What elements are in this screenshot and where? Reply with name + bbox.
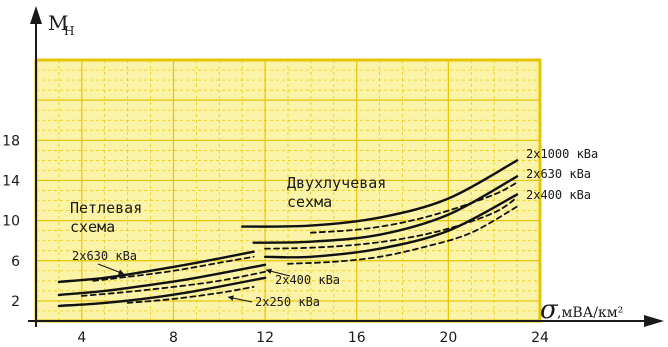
series-lines [57, 159, 519, 308]
x-axis-unit: ,мВА/км² [557, 305, 623, 321]
group-label-line: сехма [287, 193, 332, 211]
group-label-line: схема [70, 218, 115, 236]
y-tick-label: 2 [11, 294, 20, 310]
y-tick-label: 6 [11, 254, 20, 270]
group-label-line: Двухлучевая [287, 174, 386, 192]
tick-labels: 4 8 12 16 20 24 2 6 10 14 18 [2, 133, 549, 346]
solid-series-line-8 [252, 175, 519, 244]
dashed-series-line-1 [92, 255, 255, 282]
solid-series-line-2 [57, 263, 267, 297]
x-tick-label: 20 [439, 330, 457, 346]
x-tick-label: 8 [169, 330, 178, 346]
x-tick-label: 12 [256, 330, 274, 346]
x-axis-symbol: σ [540, 295, 559, 325]
dashed-series-line-11 [287, 205, 518, 265]
y-tick-label: 18 [2, 133, 20, 149]
x-tick-label: 16 [348, 330, 366, 346]
dashed-series-line-9 [264, 196, 518, 250]
series-label: 2х250 кВа [255, 295, 320, 309]
axes [28, 6, 664, 327]
series-label: 2х630 кВа [526, 167, 591, 181]
x-tick-label: 4 [77, 330, 86, 346]
x-axis-arrow [644, 315, 664, 327]
y-axis-label-subscript: Н [64, 24, 74, 38]
solid-series-line-4 [57, 276, 267, 308]
x-tick-label: 24 [531, 330, 549, 346]
label-pointer-arrow [228, 295, 234, 301]
dashed-series-line-7 [310, 181, 518, 234]
solid-series-line-10 [263, 193, 519, 259]
solid-series-line-6 [241, 159, 519, 228]
series-label: 2х1000 кВа [526, 147, 598, 161]
series-label: 2х400 кВа [275, 273, 340, 287]
dashed-series-line-5 [126, 286, 255, 304]
y-axis-label: M [48, 11, 68, 35]
label-pointer-arrow [118, 269, 124, 275]
dashed-series-line-3 [80, 270, 266, 297]
series-label: 2х630 кВа [72, 249, 137, 263]
label-pointer-arrow [266, 268, 272, 274]
group-label-line: Петлевая [70, 199, 142, 217]
solid-series-line-0 [57, 250, 255, 284]
series-label: 2х400 кВа [526, 188, 591, 202]
series-labels: 2х630 кВа 2х400 кВа 2х250 кВа 2х1000 кВа 2х6… [72, 147, 598, 309]
y-axis-arrow [30, 6, 42, 24]
y-tick-label: 14 [2, 173, 20, 189]
y-tick-label: 10 [2, 214, 20, 230]
